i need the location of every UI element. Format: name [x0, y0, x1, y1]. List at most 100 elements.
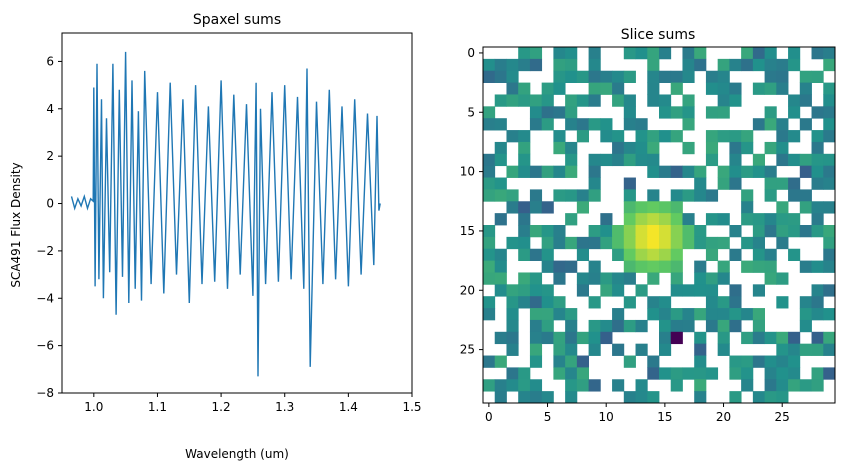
heatmap-cell [483, 58, 496, 72]
heatmap-cell [506, 343, 519, 356]
heatmap-cell [612, 272, 625, 285]
heatmap-cell [541, 106, 554, 119]
heatmap-cell [694, 308, 707, 321]
heatmap-cell [600, 70, 613, 83]
heatmap-cell [717, 130, 730, 143]
heatmap-cell [811, 379, 824, 392]
heatmap-cell [682, 118, 695, 131]
heatmap-cell [588, 260, 601, 273]
heatmap-cell [776, 236, 789, 250]
spectrum-axes-frame [61, 32, 413, 394]
spectrum-x-tick-label: 1.0 [84, 400, 103, 414]
heatmap-cell [588, 165, 601, 178]
heatmap-cell [518, 296, 531, 309]
heatmap-cell [506, 319, 519, 333]
heatmap-cell [541, 248, 554, 261]
heatmap-cell [529, 343, 543, 356]
heatmap-cell [670, 201, 683, 214]
heatmap-cell [717, 165, 730, 178]
heatmap-cell [776, 58, 789, 72]
spectrum-panel: Spaxel sums 1.0 1.1 1.2 1.3 1.4 1.5 −8 −6 −4 −2 0… [9, 12, 422, 461]
heatmap-cell [788, 355, 801, 368]
heatmap-cell [717, 296, 730, 309]
heatmap-cell [565, 319, 578, 333]
heatmap-cell [811, 260, 824, 273]
heatmap-cell [752, 248, 765, 261]
heatmap-cell [788, 47, 801, 60]
heatmap-cell [694, 189, 707, 202]
heatmap-cell [717, 308, 730, 321]
heatmap-cell [635, 379, 648, 392]
heatmap-cell [600, 130, 613, 143]
heatmap-cell [717, 213, 730, 226]
heatmap-cell [776, 153, 789, 167]
heatmap-cell [483, 225, 496, 238]
heatmap-cell [565, 153, 578, 167]
heatmap-cell [623, 141, 636, 155]
heatmap-cell [647, 165, 660, 178]
heatmap-cell [494, 391, 507, 404]
heatmap-cell [752, 58, 765, 72]
heatmap-cell [529, 165, 543, 178]
heatmap-cell [694, 165, 707, 178]
heatmap-cell [705, 82, 719, 95]
heatmap-cell [682, 94, 695, 107]
heatmap-cell [494, 94, 507, 107]
heatmap-cell [612, 130, 625, 143]
heatmap-cell [741, 308, 754, 321]
heatmap-cell [741, 367, 754, 380]
heatmap-cell [670, 284, 683, 297]
heatmap-cell [576, 236, 589, 250]
heatmap-cell [823, 284, 836, 297]
heatmap-cell [752, 355, 765, 368]
heatmap-cell [729, 284, 742, 297]
slice-x-tick-label: 5 [544, 410, 552, 424]
heatmap-cell [705, 248, 719, 261]
heatmap-cell [682, 308, 695, 321]
heatmap-cell [518, 153, 531, 167]
heatmap-cell [494, 58, 507, 72]
spectrum-y-tick-label: −4 [36, 291, 54, 305]
heatmap-cell [529, 225, 543, 238]
heatmap-cell [741, 213, 754, 226]
slice-y-ticks: 0 5 10 15 20 25 [460, 46, 483, 357]
heatmap-cell [811, 308, 824, 321]
heatmap-cell [553, 82, 566, 95]
heatmap-cell [788, 367, 801, 380]
heatmap-cell [823, 165, 836, 178]
heatmap-cell [635, 343, 648, 356]
heatmap-cell [764, 367, 777, 380]
heatmap-cell [553, 106, 566, 119]
heatmap-cell [612, 70, 625, 83]
heatmap-cell [670, 331, 683, 345]
slice-x-tick-label: 20 [716, 410, 731, 424]
heatmap-cell [694, 260, 707, 273]
heatmap-cell [647, 70, 660, 83]
heatmap-cell [729, 355, 742, 368]
heatmap-cell [752, 213, 765, 226]
heatmap-cell [670, 130, 683, 143]
heatmap-cell [729, 367, 742, 380]
heatmap-cell [788, 343, 801, 356]
heatmap-cell [483, 153, 496, 167]
heatmap-cell [776, 82, 789, 95]
heatmap-cell [659, 225, 672, 238]
heatmap-cell [741, 165, 754, 178]
heatmap-cell [764, 260, 777, 273]
heatmap-cell [483, 189, 496, 202]
heatmap-cell [506, 189, 519, 202]
heatmap-cell [612, 82, 625, 95]
heatmap-cell [788, 58, 801, 72]
heatmap-cell [670, 379, 683, 392]
heatmap-cell [494, 153, 507, 167]
heatmap-cell [694, 331, 707, 345]
heatmap-cell [764, 272, 777, 285]
heatmap-cell [529, 47, 543, 60]
heatmap-cell [729, 296, 742, 309]
heatmap-cell [623, 118, 636, 131]
heatmap-cell [823, 201, 836, 214]
heatmap-cell [623, 106, 636, 119]
heatmap-cell [823, 106, 836, 119]
heatmap-cell [623, 236, 636, 250]
heatmap-cell [670, 106, 683, 119]
